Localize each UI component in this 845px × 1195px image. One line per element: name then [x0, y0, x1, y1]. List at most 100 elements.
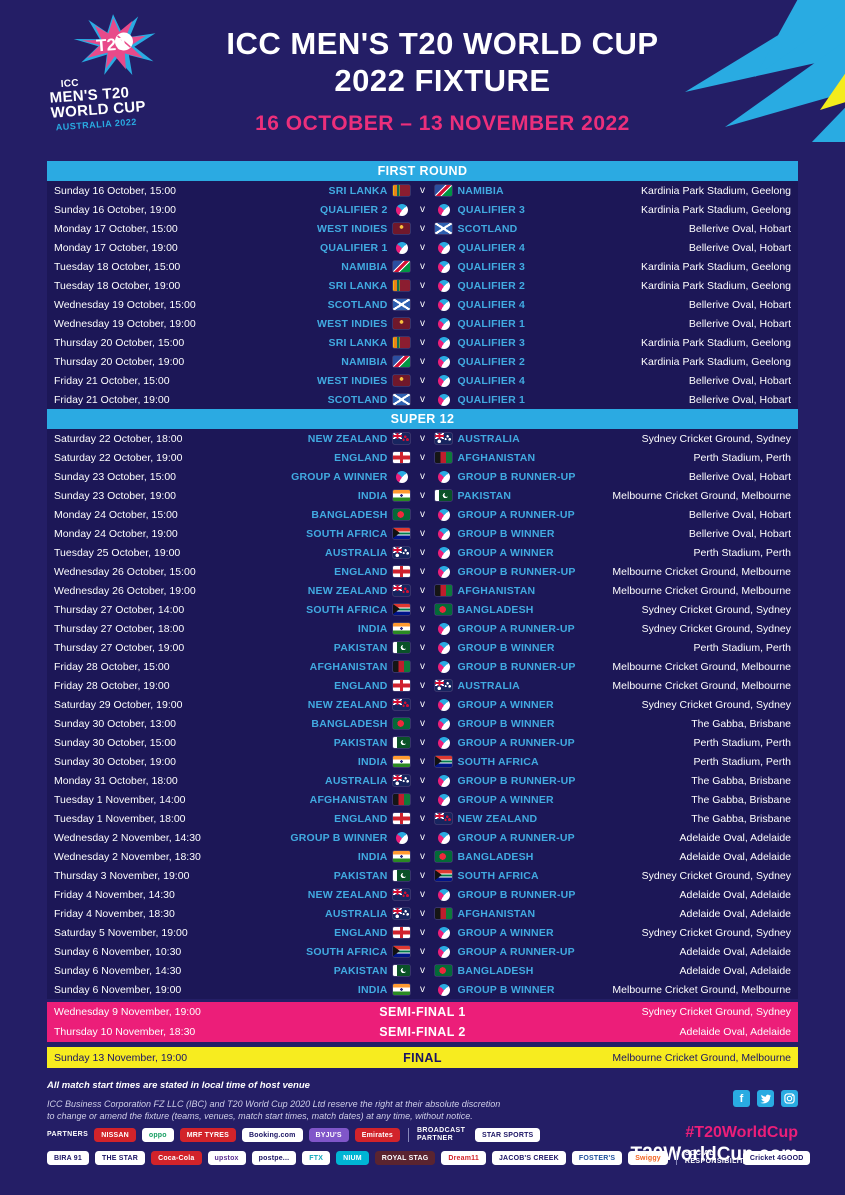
match-datetime: Thursday 20 October, 19:00	[54, 355, 185, 368]
match-venue: The Gabba, Brisbane	[691, 774, 791, 787]
flag-australia	[393, 908, 410, 919]
match-teams: SCOTLAND v QUALIFIER 4	[259, 298, 586, 311]
flag-namibia	[393, 356, 410, 367]
match-teams: NEW ZEALAND v AFGHANISTAN	[259, 585, 586, 597]
local-time-note: All match start times are stated in loca…	[47, 1080, 310, 1091]
t20-logo-icon	[395, 203, 408, 216]
team1-name: PAKISTAN	[333, 964, 388, 977]
match-row: Thursday 3 November, 19:00 PAKISTAN v SO…	[47, 866, 798, 885]
match-datetime: Tuesday 1 November, 18:00	[54, 812, 186, 825]
match-datetime: Friday 4 November, 14:30	[54, 888, 175, 901]
versus-label: v	[420, 490, 425, 501]
t20-logo-icon	[437, 717, 450, 730]
sponsor-badge-coca-cola: Coca-Cola	[151, 1151, 202, 1166]
match-venue: Melbourne Cricket Ground, Melbourne	[612, 660, 791, 673]
instagram-icon[interactable]	[781, 1090, 798, 1107]
t20-logo-icon	[437, 260, 450, 273]
knockout-stage-label: FINAL	[403, 1050, 442, 1065]
divider	[675, 1151, 677, 1166]
versus-label: v	[420, 356, 425, 367]
sponsor-badge-star-sports: STAR SPORTS	[474, 1128, 541, 1143]
versus-label: v	[420, 832, 425, 843]
match-row: Tuesday 1 November, 18:00 ENGLAND v NEW …	[47, 809, 798, 828]
sponsor-badge-postpe-: postpe...	[251, 1151, 297, 1166]
match-row: Sunday 6 November, 14:30 PAKISTAN v BANG…	[47, 961, 798, 980]
sponsor-badge-booking-com: Booking.com	[242, 1128, 303, 1143]
sponsor-badge-oppo: oppo	[141, 1128, 174, 1143]
team1-name: PAKISTAN	[333, 641, 388, 654]
match-datetime: Saturday 22 October, 19:00	[54, 451, 183, 464]
match-venue: Bellerive Oval, Hobart	[688, 241, 791, 254]
legal-line-1: ICC Business Corporation FZ LLC (IBC) an…	[47, 1099, 501, 1109]
match-venue: Kardinia Park Stadium, Geelong	[641, 279, 791, 292]
t20-logo-icon	[437, 622, 450, 635]
match-teams: WEST INDIES v SCOTLAND	[259, 223, 586, 235]
match-teams: AUSTRALIA v GROUP B RUNNER-UP	[259, 774, 586, 787]
twitter-icon[interactable]	[757, 1090, 774, 1107]
title-line-1: ICC MEN'S T20 WORLD CUP	[226, 26, 659, 61]
flag-australia	[435, 680, 452, 691]
match-datetime: Thursday 10 November, 18:30	[54, 1026, 196, 1038]
flag-pakistan	[393, 642, 410, 653]
match-row: Sunday 6 November, 19:00 INDIA v GROUP B…	[47, 980, 798, 999]
sponsors-row: BIRA 91 THE STAR Coca-Cola upstox postpe... F…	[47, 1150, 811, 1167]
team1-name: AFGHANISTAN	[309, 660, 388, 673]
versus-label: v	[420, 433, 425, 444]
partners-label: PARTNERS	[47, 1131, 89, 1139]
match-venue: Melbourne Cricket Ground, Melbourne	[612, 584, 791, 597]
match-datetime: Friday 28 October, 15:00	[54, 660, 170, 673]
match-venue: Bellerive Oval, Hobart	[688, 393, 791, 406]
flag-new-zealand	[393, 889, 410, 900]
t20-logo-icon	[437, 660, 450, 673]
t20-logo-icon	[437, 926, 450, 939]
team2-name: QUALIFIER 2	[457, 355, 526, 368]
knockout-row-semi-final-1: Wednesday 9 November, 19:00 SEMI-FINAL 1…	[47, 1002, 798, 1022]
flag-bangladesh	[435, 965, 452, 976]
match-teams: INDIA v GROUP A RUNNER-UP	[259, 622, 586, 635]
match-teams: NEW ZEALAND v GROUP B RUNNER-UP	[259, 888, 586, 901]
flag-india	[393, 490, 410, 501]
flag-scotland	[393, 299, 410, 310]
sponsor-badge-bira-91: BIRA 91	[47, 1151, 89, 1166]
match-teams: AFGHANISTAN v GROUP B RUNNER-UP	[259, 660, 586, 673]
t20-logo-icon	[437, 317, 450, 330]
facebook-icon[interactable]: f	[733, 1090, 750, 1107]
t20-logo-icon	[437, 698, 450, 711]
match-row: Sunday 16 October, 15:00 SRI LANKA v NAM…	[47, 181, 798, 200]
knockout-row-semi-final-2: Thursday 10 November, 18:30 SEMI-FINAL 2…	[47, 1022, 798, 1042]
flag-pakistan	[393, 965, 410, 976]
match-row: Saturday 22 October, 19:00 ENGLAND v AFG…	[47, 448, 798, 467]
sponsor-badge-foster-s: FOSTER'S	[571, 1151, 623, 1166]
team2-name: BANGLADESH	[457, 850, 534, 863]
versus-label: v	[420, 642, 425, 653]
t20-logo-icon	[437, 793, 450, 806]
match-datetime: Thursday 27 October, 18:00	[54, 622, 185, 635]
match-venue: Adelaide Oval, Adelaide	[679, 1026, 792, 1038]
match-teams: NEW ZEALAND v AUSTRALIA	[259, 433, 586, 445]
match-venue: Adelaide Oval, Adelaide	[679, 888, 792, 901]
team2-name: GROUP A WINNER	[457, 546, 554, 559]
match-row: Monday 24 October, 15:00 BANGLADESH v GR…	[47, 505, 798, 524]
t20-logo-mark-icon: T20	[70, 11, 160, 79]
flag-australia	[393, 775, 410, 786]
versus-label: v	[420, 299, 425, 310]
team1-name: ENGLAND	[334, 926, 388, 939]
match-teams: GROUP B WINNER v GROUP A RUNNER-UP	[259, 831, 586, 844]
match-row: Sunday 23 October, 19:00 INDIA v PAKISTA…	[47, 486, 798, 505]
team2-name: GROUP B WINNER	[457, 641, 555, 654]
match-teams: BANGLADESH v GROUP B WINNER	[259, 717, 586, 730]
t20-logo-icon	[437, 374, 450, 387]
team1-name: GROUP A WINNER	[291, 470, 388, 483]
match-teams: ENGLAND v NEW ZEALAND	[259, 813, 586, 825]
team2-name: GROUP B RUNNER-UP	[457, 888, 576, 901]
match-datetime: Monday 17 October, 15:00	[54, 222, 178, 235]
match-row: Friday 21 October, 19:00 SCOTLAND v QUAL…	[47, 390, 798, 409]
versus-label: v	[420, 318, 425, 329]
versus-label: v	[420, 813, 425, 824]
match-row: Wednesday 2 November, 18:30 INDIA v BANG…	[47, 847, 798, 866]
match-datetime: Sunday 23 October, 15:00	[54, 470, 177, 483]
team1-name: NAMIBIA	[341, 260, 388, 273]
versus-label: v	[420, 471, 425, 482]
match-venue: Kardinia Park Stadium, Geelong	[641, 355, 791, 368]
